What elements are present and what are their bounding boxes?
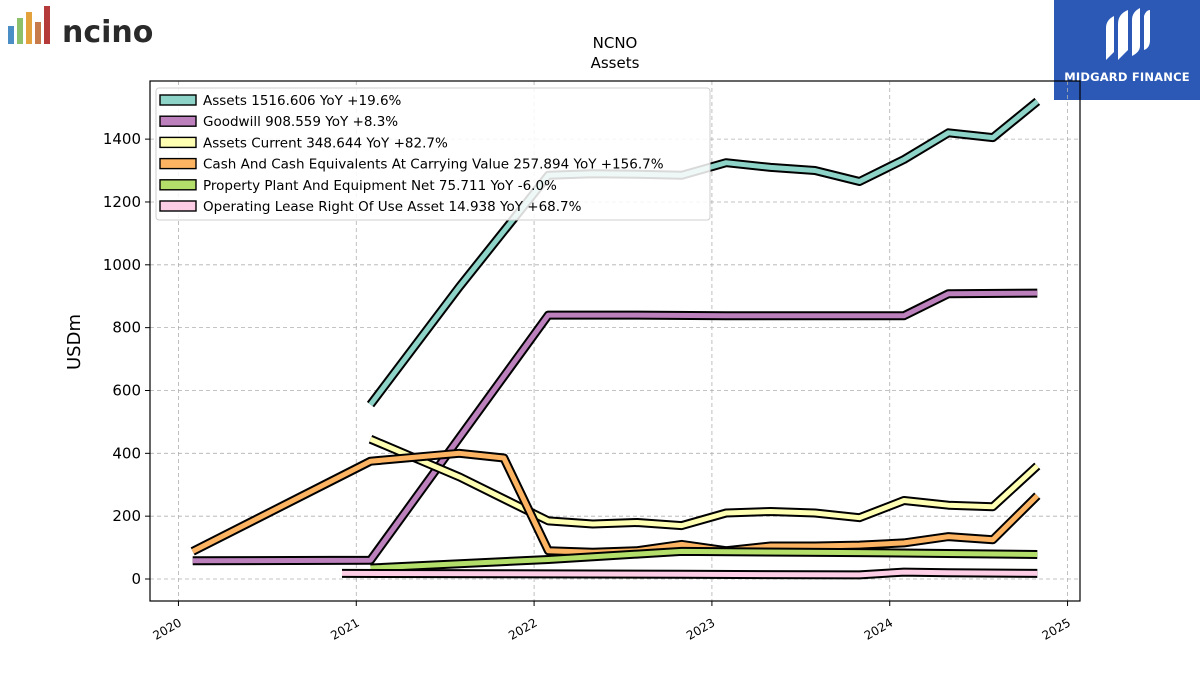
series-5 [341,567,1038,580]
legend-item: Assets Current 348.644 YoY +82.7% [159,135,448,151]
legend-swatch [159,157,197,170]
series-2 [368,435,1041,531]
chart-title: NCNO [593,34,638,52]
legend-swatch [159,136,197,149]
legend-swatch [159,179,197,191]
midgard-finance-logo: MIDGARD FINANCE [1054,0,1200,100]
x-tick-label: 2021 [328,615,361,642]
legend-item: Operating Lease Right Of Use Asset 14.93… [159,199,582,215]
y-tick-label: 1000 [103,256,141,274]
legend-swatch [159,115,197,127]
plot-frame [149,80,1081,602]
x-tick-label: 2020 [150,615,183,642]
y-axis-label: USDm [64,314,85,370]
legend-label: Cash And Cash Equivalents At Carrying Va… [203,157,664,173]
x-tick-label: 2025 [1040,615,1073,642]
series-1 [192,288,1038,566]
y-tick-label: 600 [112,381,141,399]
chart-subtitle: Assets [591,54,640,72]
legend-item: Property Plant And Equipment Net 75.711 … [159,178,557,194]
legend-label: Goodwill 908.559 YoY +8.3% [203,114,398,130]
legend-item: Goodwill 908.559 YoY +8.3% [159,114,398,130]
logo-wordmark: ncino [62,15,153,48]
series-line [370,548,1038,571]
series-4 [370,546,1038,573]
y-tick-label: 1200 [103,193,141,211]
y-tick-label: 1400 [103,130,141,148]
legend-label: Operating Lease Right Of Use Asset 14.93… [203,199,582,215]
y-tick-label: 800 [112,319,141,337]
legend-item: Cash And Cash Equivalents At Carrying Va… [159,157,664,173]
series-line [369,436,1039,529]
y-tick-label: 400 [112,444,141,462]
logo-bar-1 [8,26,14,44]
legend-label: Assets 1516.606 YoY +19.6% [203,93,402,109]
logo-bar-5 [44,6,50,44]
midgard-brand-text: MIDGARD FINANCE [1064,70,1190,84]
logo-bar-4 [35,22,41,44]
legend-label: Assets Current 348.644 YoY +82.7% [203,135,448,151]
x-tick-label: 2024 [862,615,895,642]
logo-bar-2 [17,18,23,44]
series-line [341,569,1038,578]
series-line [192,290,1038,564]
y-tick-label: 200 [112,507,141,525]
legend-item: Assets 1516.606 YoY +19.6% [159,93,402,109]
legend-swatch [159,94,197,106]
y-tick-label: 0 [131,570,141,588]
legend-label: Property Plant And Equipment Net 75.711 … [203,178,557,194]
legend: Assets 1516.606 YoY +19.6% Goodwill 908.5… [155,87,711,221]
midgard-emblem-icon [1106,8,1150,60]
logo-bar-3 [26,12,32,44]
ncino-logo: ncino [6,4,166,50]
legend-box [155,87,711,221]
x-tick-label: 2022 [506,615,539,642]
x-tick-label: 2023 [684,615,717,642]
legend-swatch [159,200,197,212]
